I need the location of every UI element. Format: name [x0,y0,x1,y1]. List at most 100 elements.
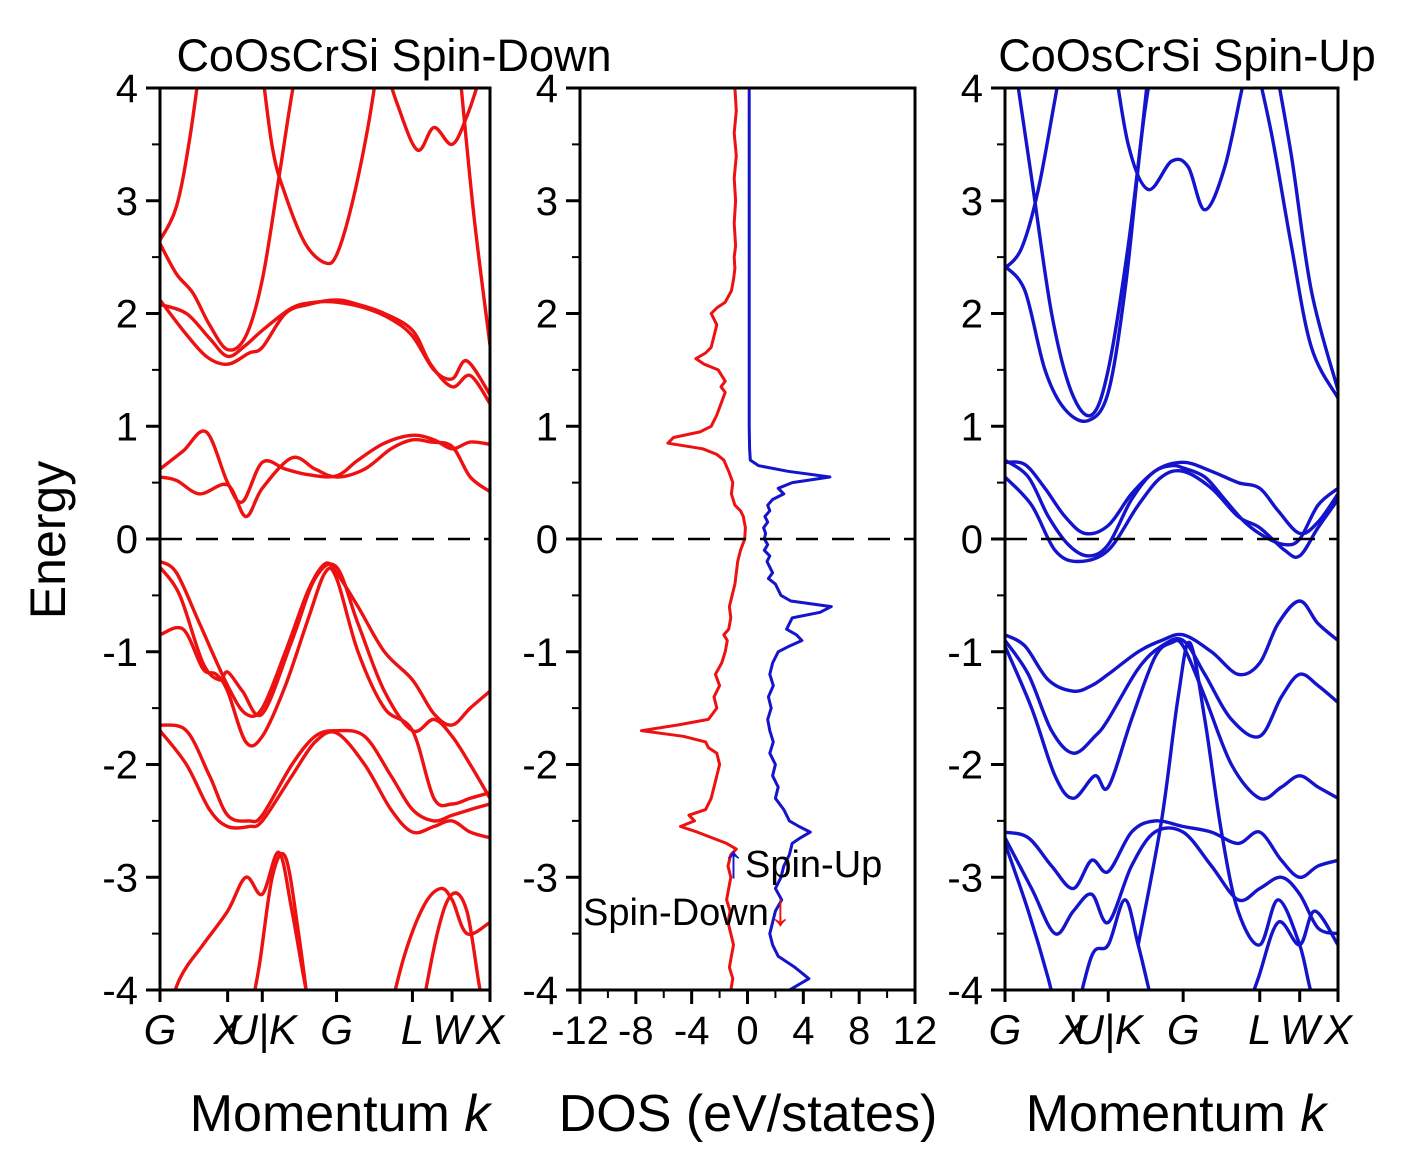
momentum-k-symbol: k [464,1085,491,1143]
band-line-band-12 [1005,638,1338,801]
y-tick-label: 0 [961,518,983,562]
dos-curve-spin-up-dos [747,88,833,990]
y-tick-label: -3 [522,856,558,900]
panel-curves-1 [639,88,833,990]
k-point-label: U|K [1074,1006,1145,1054]
band-line-band-17 [393,886,490,990]
y-tick-label: -4 [102,969,138,1013]
band-line-band-5 [160,88,199,242]
dos-x-tick-label: 12 [893,1009,938,1053]
y-tick-label: 0 [536,518,558,562]
k-point-label: U|K [228,1006,299,1054]
momentum-text: Momentum [189,1085,465,1143]
y-tick-label: 4 [116,67,138,111]
annotation-spin-down: Spin-Down↓ [583,886,792,935]
band-line-band-8 [1005,458,1338,558]
band-line-band-6 [160,88,295,352]
y-tick-label: 1 [116,405,138,449]
band-line-band-13 [160,723,490,824]
band-line-band-5 [1260,88,1338,400]
up-arrow-icon: ↑ [722,835,745,887]
band-line-band-2 [160,429,490,505]
band-line-band-10 [160,559,490,727]
band-line-band-3 [1016,88,1151,418]
annotation-spin-up-label: Spin-Up [745,844,883,886]
band-line-band-9 [1005,468,1338,564]
band-line-band-4 [1116,88,1244,212]
dos-x-tick-label: -4 [674,1009,710,1053]
momentum-k-symbol: k [1300,1085,1327,1143]
band-line-band-1 [1005,88,1059,271]
y-tick-label: 3 [116,180,138,224]
dos-x-tick-label: 4 [792,1009,814,1053]
k-point-label: X [1058,1006,1089,1053]
band-line-band-3 [160,299,490,397]
panel-title-spin-up: CoOsCrSi Spin-Up [998,30,1376,81]
y-tick-label: 2 [961,293,983,337]
y-tick-label: 3 [961,180,983,224]
y-tick-label: 3 [536,180,558,224]
y-tick-label: -1 [947,631,983,675]
down-arrow-icon: ↓ [768,883,792,935]
annotation-spin-up: ↑Spin-Up [722,838,882,887]
dos-x-tick-label: -8 [618,1009,654,1053]
k-point-label: G [144,1006,177,1053]
x-axis-label-momentum-left: Momentum k [190,1084,491,1144]
y-tick-label: 1 [961,405,983,449]
band-line-band-4 [160,298,490,406]
y-tick-label: -1 [522,631,558,675]
k-point-label: W [1280,1006,1323,1053]
dos-x-tick-label: -12 [551,1009,609,1053]
k-point-label: X [475,1006,506,1053]
k-point-label: G [320,1006,353,1053]
y-tick-label: 0 [116,518,138,562]
band-line-band-9 [459,88,490,347]
momentum-text: Momentum [1025,1085,1301,1143]
panel-curves-2 [1005,88,1338,990]
y-tick-label: 4 [536,67,558,111]
band-line-band-14 [1005,826,1338,936]
band-line-band-18 [1252,909,1338,990]
annotation-spin-down-label: Spin-Down [583,892,769,934]
y-tick-label: -2 [102,744,138,788]
y-axis-label-energy: Energy [20,460,76,620]
y-tick-label: 1 [536,405,558,449]
y-tick-label: -2 [522,744,558,788]
panel-title-spin-down: CoOsCrSi Spin-Down [176,30,612,81]
x-axis-label-dos: DOS (eV/states) [558,1085,938,1143]
k-point-label: G [1167,1006,1200,1053]
band-line-band-6 [1277,88,1338,392]
band-line-band-15 [1005,841,1053,990]
k-point-label: L [401,1006,424,1053]
y-tick-label: 2 [536,293,558,337]
x-axis-label-momentum-right: Momentum k [1026,1084,1327,1144]
band-line-band-7 [1005,460,1338,547]
panel-curves-0 [160,88,490,990]
band-line-band-16 [253,851,308,990]
band-line-band-7 [262,88,377,266]
band-line-band-10 [1005,599,1338,694]
y-tick-label: 2 [116,293,138,337]
y-tick-label: -4 [947,969,983,1013]
k-point-label: X [1323,1006,1354,1053]
k-point-label: X [213,1006,244,1053]
band-line-band-11 [160,562,490,800]
y-tick-label: -3 [947,856,983,900]
band-line-band-16 [1080,898,1151,990]
dos-curve-spin-down-dos [639,88,747,990]
y-tick-label: 4 [961,67,983,111]
dos-x-tick-label: 8 [848,1009,870,1053]
band-line-band-11 [1005,637,1338,755]
k-point-label: G [989,1006,1022,1053]
y-tick-label: -1 [102,631,138,675]
dos-x-tick-label: 0 [736,1009,758,1053]
y-tick-label: -3 [102,856,138,900]
band-line-band-14 [160,729,490,840]
k-point-label: L [1248,1006,1271,1053]
band-line-band-12 [160,566,490,808]
y-tick-label: -4 [522,969,558,1013]
k-point-label: W [432,1006,475,1053]
band-line-band-8 [390,88,479,152]
